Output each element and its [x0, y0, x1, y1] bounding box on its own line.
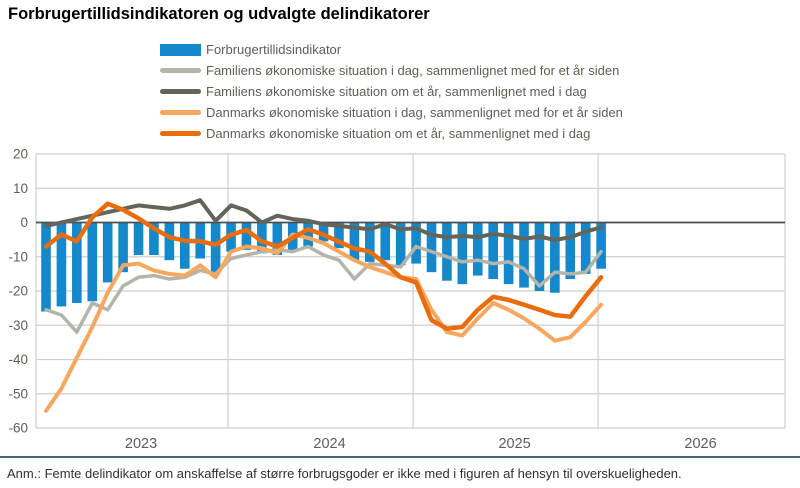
bar	[580, 222, 591, 274]
series-line-3	[44, 232, 604, 413]
x-year-label: 2025	[498, 436, 530, 452]
bar	[349, 222, 360, 261]
bar	[41, 222, 51, 312]
legend-label: Familiens økonomiske situation i dag, sa…	[206, 63, 620, 78]
legend-item: Familiens økonomiske situation i dag, sa…	[160, 60, 623, 81]
bar	[149, 222, 159, 256]
y-tick-label: 20	[13, 147, 28, 162]
bar	[334, 222, 344, 249]
bar	[380, 222, 391, 261]
bar	[318, 222, 329, 242]
y-tick-label: -60	[8, 421, 28, 436]
bar	[472, 222, 483, 276]
legend-label: Familiens økonomiske situation om et år,…	[206, 84, 587, 99]
legend-label: Forbrugertillidsindikator	[206, 42, 342, 57]
y-tick-label: -40	[8, 352, 28, 367]
bar	[503, 222, 514, 285]
bar	[534, 222, 545, 291]
divider-rule	[0, 456, 800, 458]
bar	[596, 222, 606, 269]
series-line-4	[43, 201, 604, 331]
y-tick-label: -10	[8, 249, 28, 264]
bar	[102, 222, 113, 283]
x-year-label: 2023	[125, 436, 157, 452]
line-swatch	[160, 131, 201, 136]
legend-item: Danmarks økonomiske situation i dag, sam…	[160, 102, 623, 123]
bar	[303, 222, 313, 247]
bar	[365, 222, 375, 262]
bar	[118, 222, 128, 273]
footnote: Anm.: Femte delindikator om anskaffelse …	[7, 466, 682, 481]
series-line-2	[44, 198, 604, 242]
x-year-label: 2024	[313, 436, 345, 452]
bar-swatch	[160, 43, 201, 56]
legend-label: Danmarks økonomiske situation om et år, …	[206, 126, 591, 141]
chart-legend: Forbrugertillidsindikator Familiens økon…	[160, 39, 623, 144]
bar	[442, 222, 452, 281]
bar	[550, 222, 560, 293]
bar	[56, 222, 67, 307]
bar	[411, 222, 421, 264]
bar	[72, 222, 82, 303]
legend-item: Familiens økonomiske situation om et år,…	[160, 81, 623, 102]
y-tick-label: 0	[20, 215, 28, 230]
y-tick-label: -30	[8, 318, 28, 333]
bar	[179, 222, 190, 269]
bar	[426, 222, 437, 273]
legend-label: Danmarks økonomiske situation i dag, sam…	[206, 105, 623, 120]
bar	[210, 222, 221, 273]
bar	[565, 222, 576, 280]
legend-item: Danmarks økonomiske situation om et år, …	[160, 123, 623, 144]
y-tick-label: 10	[13, 181, 28, 196]
bar	[241, 222, 252, 250]
bar	[488, 222, 498, 280]
line-swatch	[160, 68, 201, 73]
bar	[457, 222, 468, 285]
bar	[164, 222, 175, 261]
chart-canvas: -60 -50 -40 -30 -20 -10 0 10 20 2023 2024 2025 2026	[8, 147, 786, 452]
bar	[395, 222, 406, 266]
line-swatch	[160, 110, 201, 115]
bar	[133, 222, 144, 256]
bar	[519, 222, 529, 288]
legend-item: Forbrugertillidsindikator	[160, 39, 623, 60]
y-tick-label: -20	[8, 284, 28, 299]
bar	[272, 222, 283, 256]
bar	[87, 222, 98, 302]
series-line-1	[44, 244, 603, 334]
bar	[257, 222, 267, 254]
y-tick-label: -50	[8, 386, 28, 401]
x-year-label: 2026	[684, 436, 716, 452]
line-swatch	[160, 89, 201, 94]
chart-title: Forbrugertillidsindikatoren og udvalgte …	[8, 5, 430, 23]
